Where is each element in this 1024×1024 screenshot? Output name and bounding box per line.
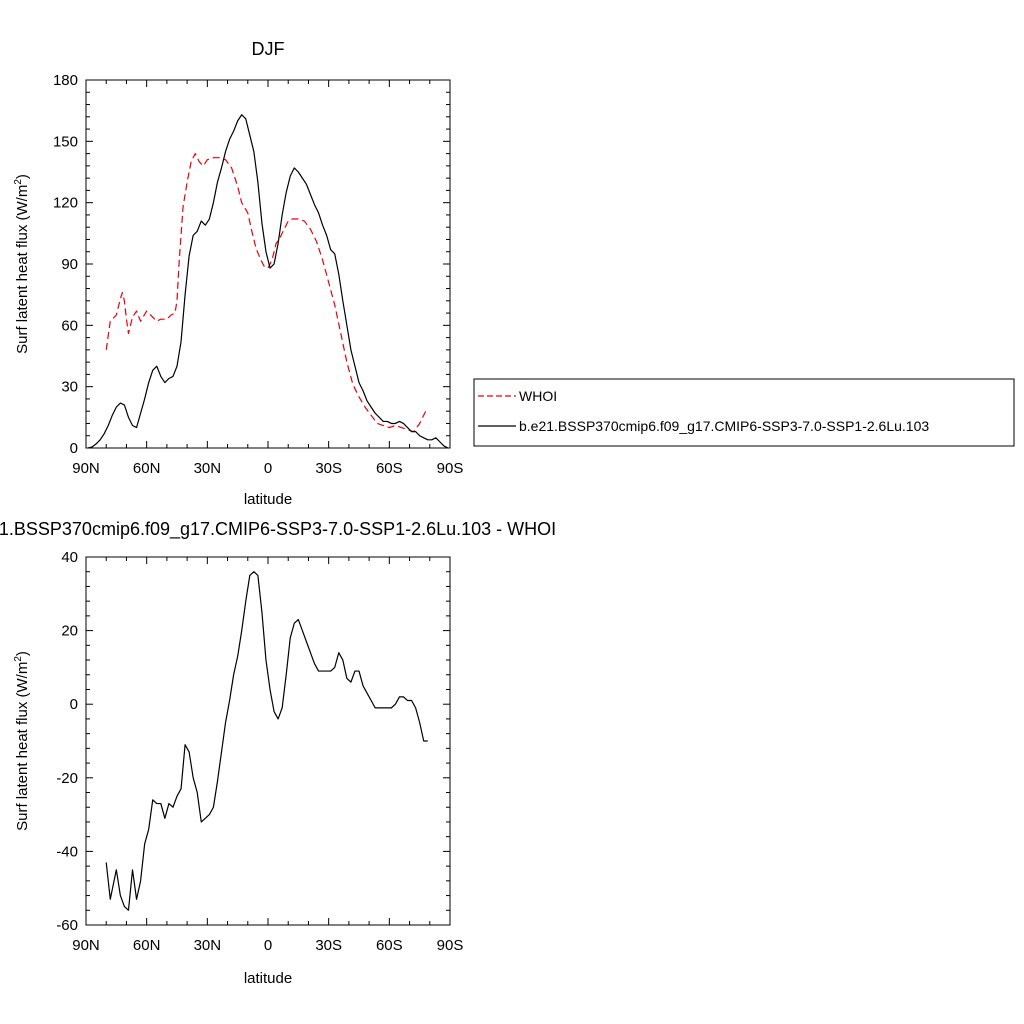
top-y-tick-label: 30 (61, 379, 78, 396)
top-y-tick-label: 150 (53, 133, 78, 150)
top-x-tick-label: 30N (194, 460, 222, 477)
top-y-axis-label: Surf latent heat flux (W/m2) (13, 174, 31, 354)
bottom-axes: 90N 60N 30N 0 30S 60S 90S -60 -40 -20 0 20 40 (56, 549, 463, 954)
top-x-tick-label: 0 (264, 460, 272, 477)
top-panel: DJF 90N 60N 30N 0 30S 60S 90S0306090120150180 … (13, 39, 463, 508)
top-x-tick-label: 90S (437, 460, 464, 477)
top-y-tick-label: 90 (61, 256, 78, 273)
legend-box (473, 378, 1015, 447)
bottom-x-tick-label: 60S (376, 937, 403, 954)
bottom-y-axis-label: Surf latent heat flux (W/m2) (13, 651, 31, 831)
top-y-tick-label: 60 (61, 317, 78, 334)
top-series-line-0 (105, 153, 427, 433)
bottom-y-tick-label: -60 (56, 917, 78, 934)
bottom-y-tick-label: -40 (56, 843, 78, 860)
bottom-series-group (105, 571, 428, 911)
bottom-panel: b.e21.BSSP370cmip6.f09_g17.CMIP6-SSP3-7.… (0, 519, 556, 987)
bottom-x-tick-label: 60N (133, 937, 161, 954)
top-y-tick-label: 180 (53, 72, 78, 89)
top-x-axis-label: latitude (244, 491, 292, 508)
bottom-chart-title: b.e21.BSSP370cmip6.f09_g17.CMIP6-SSP3-7.… (0, 519, 556, 540)
top-series-group (87, 114, 449, 449)
bottom-x-axis-label: latitude (244, 970, 292, 987)
top-series-line-1 (87, 114, 449, 449)
top-y-tick-label: 120 (53, 195, 78, 212)
bottom-x-tick-label: 30N (194, 937, 222, 954)
legend-label-whoi: WHOI (519, 388, 557, 404)
top-axes: 90N 60N 30N 0 30S 60S 90S 0 30 60 90 120 150 180 (53, 72, 463, 477)
bottom-y-tick-label: 20 (61, 623, 78, 640)
top-x-tick-label: 30S (315, 460, 342, 477)
top-x-tick-label: 60S (376, 460, 403, 477)
top-x-tick-label: 90N (72, 460, 100, 477)
top-y-tick-label: 0 (70, 440, 78, 457)
bottom-plot-frame (85, 556, 451, 926)
legend-label-model: b.e21.BSSP370cmip6.f09_g17.CMIP6-SSP3-7.… (519, 418, 929, 434)
legend: WHOI b.e21.BSSP370cmip6.f09_g17.CMIP6-SS… (473, 378, 1015, 447)
bottom-y-tick-label: 0 (70, 696, 78, 713)
bottom-y-tick-label: -20 (56, 770, 78, 787)
top-chart-title: DJF (252, 39, 285, 59)
bottom-x-tick-label: 30S (315, 937, 342, 954)
bottom-series-line-0 (105, 571, 428, 911)
bottom-x-tick-label: 90S (437, 937, 464, 954)
bottom-y-tick-label: 40 (61, 549, 78, 566)
top-x-tick-label: 60N (133, 460, 161, 477)
bottom-x-tick-label: 90N (72, 937, 100, 954)
top-plot-frame (85, 79, 451, 449)
bottom-x-tick-label: 0 (264, 937, 272, 954)
